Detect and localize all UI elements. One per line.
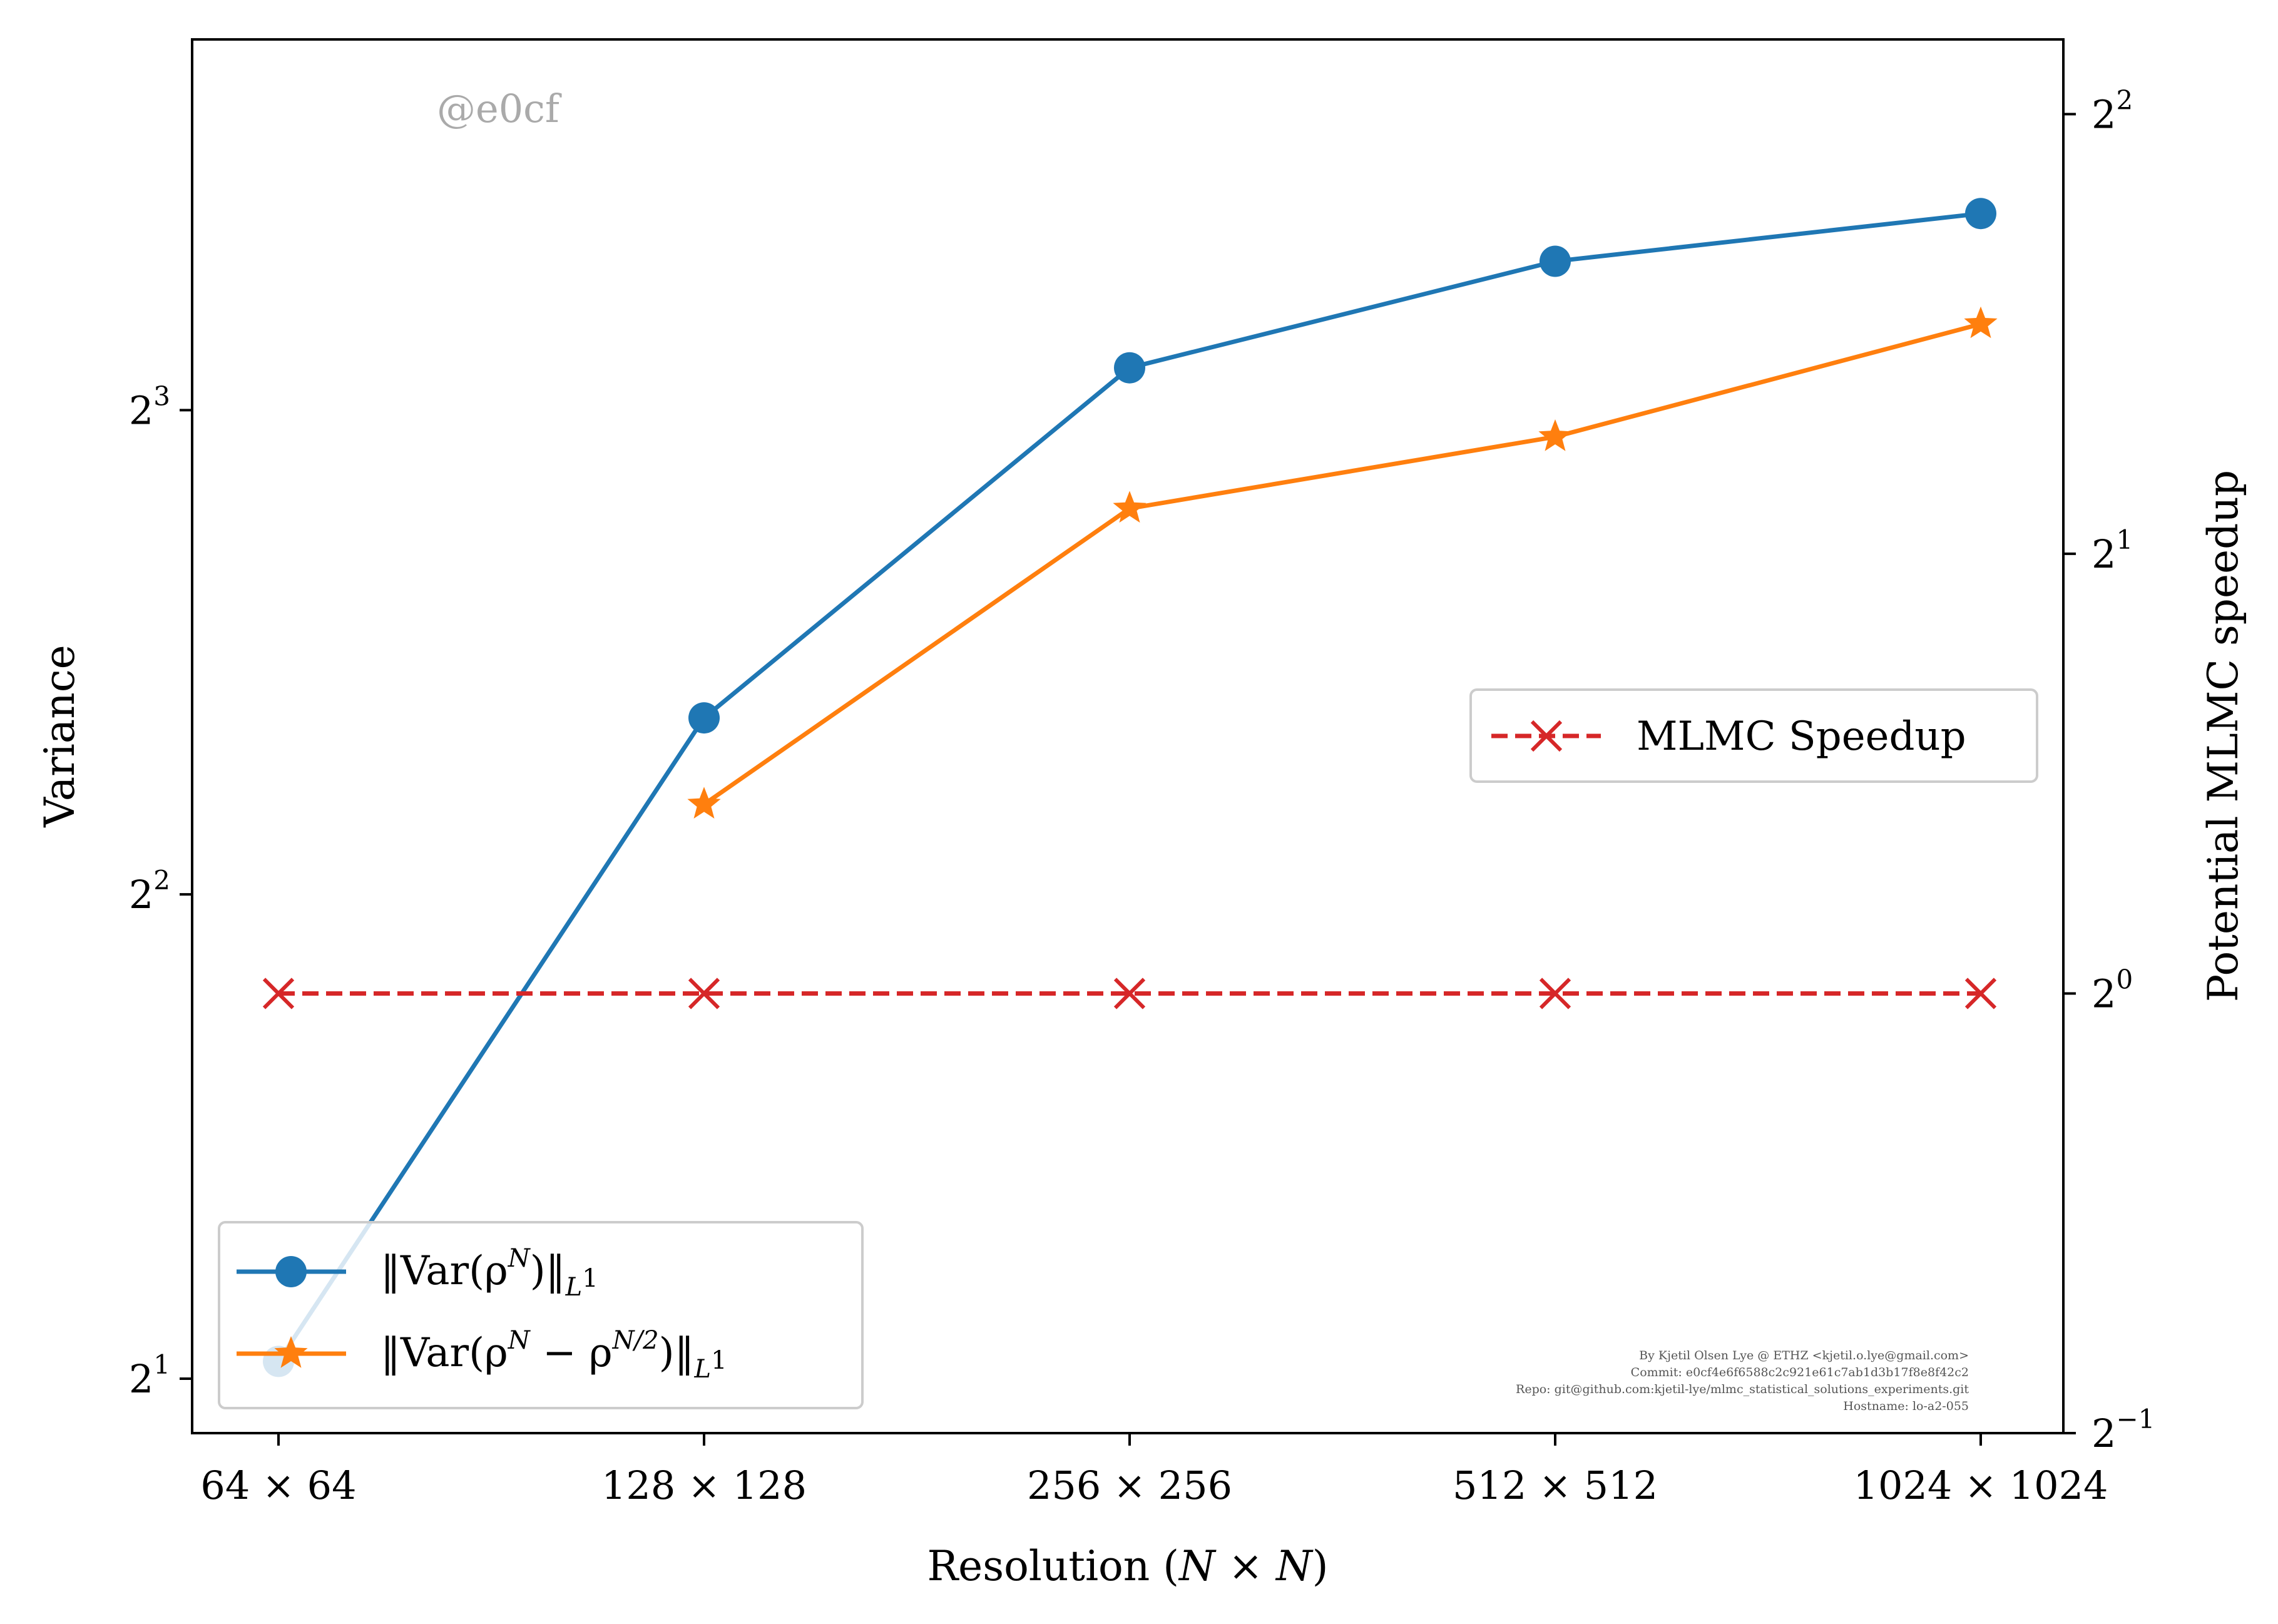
- data-point: [1965, 198, 1996, 230]
- legend-label-diff-variance: ‖Var(ρN − ρN/2)‖L1: [381, 1326, 727, 1384]
- legend-marker-star: [274, 1336, 308, 1368]
- legend-label-variance: ‖Var(ρN)‖L1: [381, 1244, 598, 1302]
- y-axis-right: 2−1 20 21 22: [2063, 84, 2155, 1456]
- x-tick-label: 128 × 128: [601, 1463, 807, 1508]
- credits: By Kjetil Olsen Lye @ ETHZ <kjetil.o.lye…: [1516, 1349, 1969, 1413]
- data-point: [688, 978, 720, 1009]
- series-line: [703, 322, 1981, 807]
- y-tick-label: 23: [129, 380, 170, 433]
- credit-line: Commit: e0cf4e6f6588c2c921e61c7ab1d3b17f…: [1631, 1366, 1969, 1379]
- y-axis-right-title: Potential MLMC speedup: [2199, 470, 2247, 1002]
- credit-line: By Kjetil Olsen Lye @ ETHZ <kjetil.o.lye…: [1639, 1349, 1969, 1362]
- legend-entry-variance: ‖Var(ρN)‖L1: [237, 1244, 598, 1302]
- y-axis-left: 21 22 23: [129, 380, 192, 1402]
- legend-entry-diff-variance: ‖Var(ρN − ρN/2)‖L1: [237, 1326, 727, 1384]
- credit-line: Hostname: lo-a2-055: [1843, 1399, 1969, 1413]
- legend-marker-circle: [275, 1256, 307, 1287]
- legend-left-box: [218, 1221, 864, 1409]
- data-point: [1964, 306, 1998, 339]
- legend-right: MLMC Speedup: [1469, 688, 2038, 783]
- x-axis-title: Resolution (N × N): [927, 1542, 1328, 1590]
- plot-frame: [191, 38, 2065, 1434]
- series-1: [687, 306, 1998, 819]
- legend-marker-x: [1530, 720, 1563, 752]
- legend-left: ‖Var(ρN)‖L1 ‖Var(ρN − ρN/2)‖L1: [218, 1221, 864, 1409]
- x-tick-label: 64 × 64: [200, 1463, 356, 1508]
- y-axis-left-title: Variance: [36, 645, 84, 828]
- data-point: [1114, 352, 1145, 384]
- x-axis: 64 × 64 128 × 128 256 × 256 512 × 512 1024 ×…: [200, 1433, 2108, 1508]
- data-point: [262, 978, 295, 1009]
- y-tick-label: 21: [2092, 524, 2133, 577]
- y-tick-label: 22: [129, 865, 170, 917]
- data-point: [1540, 245, 1571, 277]
- series-2: [262, 978, 1997, 1009]
- data-point: [1539, 978, 1571, 1009]
- data-point: [1113, 978, 1146, 1009]
- data-point: [1113, 491, 1147, 523]
- watermark: @e0cf: [437, 86, 562, 131]
- credit-line: Repo: git@github.com:kjetil-lye/mlmc_sta…: [1516, 1382, 1969, 1396]
- y-tick-label: 20: [2092, 964, 2133, 1016]
- y-tick-label: 22: [2092, 84, 2133, 137]
- data-point: [1964, 978, 1997, 1009]
- data-point: [1538, 419, 1572, 451]
- y-tick-label: 2−1: [2092, 1404, 2155, 1456]
- x-tick-label: 512 × 512: [1453, 1463, 1658, 1508]
- y-tick-label: 21: [129, 1349, 170, 1402]
- x-tick-label: 1024 × 1024: [1854, 1463, 2108, 1508]
- x-tick-label: 256 × 256: [1027, 1463, 1232, 1508]
- data-point: [687, 787, 721, 819]
- legend-right-box: [1469, 688, 2038, 783]
- data-point: [688, 702, 720, 734]
- legend-label-speedup: MLMC Speedup: [1637, 713, 1966, 760]
